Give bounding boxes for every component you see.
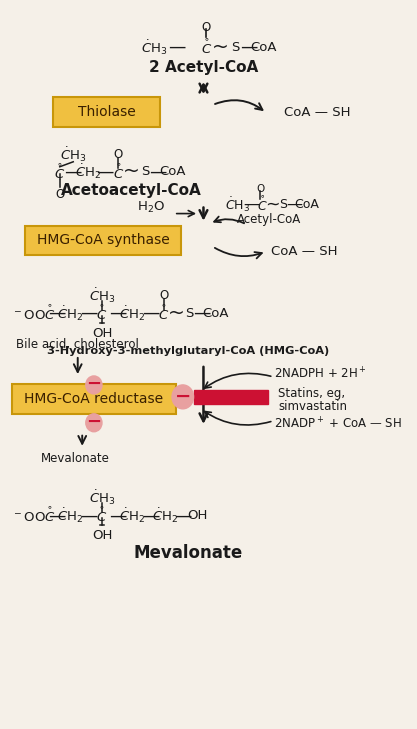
Text: O: O xyxy=(55,188,64,201)
Text: —: — xyxy=(243,197,259,212)
Text: S: S xyxy=(231,41,239,54)
Text: $\dot{C}$H$_2$: $\dot{C}$H$_2$ xyxy=(152,506,178,525)
Text: $\dot{C}$H$_2$: $\dot{C}$H$_2$ xyxy=(58,304,84,322)
Text: $\dot{C}$H$_3$: $\dot{C}$H$_3$ xyxy=(60,145,86,164)
Text: Acetoacetyl-CoA: Acetoacetyl-CoA xyxy=(61,183,202,198)
Text: O: O xyxy=(159,289,168,302)
Text: Mevalonate: Mevalonate xyxy=(40,452,110,465)
Text: $\dot{C}$H$_3$: $\dot{C}$H$_3$ xyxy=(89,286,115,305)
Text: $\overset{\circ}{C}$: $\overset{\circ}{C}$ xyxy=(158,303,170,323)
Text: CoA: CoA xyxy=(160,165,186,178)
Text: OH: OH xyxy=(92,529,112,542)
Text: $\dot{C}$H$_3$: $\dot{C}$H$_3$ xyxy=(225,195,250,214)
Circle shape xyxy=(86,414,102,432)
Text: $\overset{\circ}{C}$: $\overset{\circ}{C}$ xyxy=(54,162,65,182)
Text: —: — xyxy=(65,163,82,181)
Text: —: — xyxy=(48,304,66,322)
Text: HMG-CoA reductase: HMG-CoA reductase xyxy=(24,392,163,406)
Text: S: S xyxy=(279,198,287,211)
Text: 2 Acetyl-CoA: 2 Acetyl-CoA xyxy=(149,60,258,74)
Text: $\dot{C}$H$_3$: $\dot{C}$H$_3$ xyxy=(89,488,115,507)
Text: $\dot{C}$H$_2$: $\dot{C}$H$_2$ xyxy=(119,506,146,525)
Text: $\overset{\circ}{C}$: $\overset{\circ}{C}$ xyxy=(256,195,267,214)
Text: CoA — SH: CoA — SH xyxy=(284,106,351,120)
Text: —: — xyxy=(240,38,257,56)
Text: —: — xyxy=(142,304,159,322)
Text: $^-$OO$\overset{\circ}{C}$: $^-$OO$\overset{\circ}{C}$ xyxy=(12,506,56,526)
Text: OH: OH xyxy=(92,327,112,340)
Text: O: O xyxy=(113,148,123,161)
Text: —: — xyxy=(80,304,97,322)
Text: Statins, eg,: Statins, eg, xyxy=(278,387,345,400)
FancyBboxPatch shape xyxy=(12,384,176,414)
Circle shape xyxy=(172,385,193,409)
Text: $\dot{C}$H$_2$: $\dot{C}$H$_2$ xyxy=(58,506,84,525)
Text: 3-Hydroxy-3-methylglutaryl-CoA (HMG-CoA): 3-Hydroxy-3-methylglutaryl-CoA (HMG-CoA) xyxy=(47,346,329,356)
Text: $\dot{C}$H$_2$: $\dot{C}$H$_2$ xyxy=(75,163,102,181)
FancyBboxPatch shape xyxy=(25,225,181,255)
Text: Thiolase: Thiolase xyxy=(78,105,136,119)
Text: −: − xyxy=(86,375,101,393)
Text: ~: ~ xyxy=(123,163,140,182)
Text: —: — xyxy=(80,507,97,524)
Text: CoA: CoA xyxy=(202,307,229,320)
Text: −: − xyxy=(175,386,191,405)
Text: —: — xyxy=(48,507,66,524)
Text: CoA: CoA xyxy=(294,198,319,211)
FancyBboxPatch shape xyxy=(53,97,161,127)
Text: simvastatin: simvastatin xyxy=(278,400,347,413)
Circle shape xyxy=(86,376,102,394)
Text: OH: OH xyxy=(187,509,207,522)
Text: Bile acid, cholesterol: Bile acid, cholesterol xyxy=(16,338,139,351)
Text: —: — xyxy=(174,507,191,524)
Text: ~: ~ xyxy=(168,304,185,323)
Text: HMG-CoA synthase: HMG-CoA synthase xyxy=(37,233,169,247)
Text: —: — xyxy=(142,507,159,524)
Text: —: — xyxy=(193,304,210,322)
Text: ~: ~ xyxy=(212,38,229,57)
Text: $^-$OO$\overset{\circ}{C}$: $^-$OO$\overset{\circ}{C}$ xyxy=(12,303,56,323)
Text: S: S xyxy=(185,307,193,320)
Text: $\overset{\circ}{C}$: $\overset{\circ}{C}$ xyxy=(96,303,108,323)
Text: $\dot{C}$H$_3$: $\dot{C}$H$_3$ xyxy=(141,38,167,57)
Text: O: O xyxy=(256,184,264,194)
Text: —: — xyxy=(168,38,185,56)
Bar xyxy=(194,390,268,404)
Text: H$_2$O: H$_2$O xyxy=(137,200,165,215)
Text: $\overset{\circ}{C}$: $\overset{\circ}{C}$ xyxy=(96,506,108,526)
Text: Mevalonate: Mevalonate xyxy=(133,545,243,562)
Text: —: — xyxy=(109,304,127,322)
Text: −: − xyxy=(86,413,101,431)
Text: ~: ~ xyxy=(265,195,280,214)
Text: O: O xyxy=(201,21,211,34)
Text: S: S xyxy=(141,165,149,178)
Text: —: — xyxy=(286,197,302,212)
Text: —: — xyxy=(149,163,166,181)
Text: CoA: CoA xyxy=(250,41,277,54)
Text: CoA — SH: CoA — SH xyxy=(271,245,337,258)
Text: $\dot{C}$H$_2$: $\dot{C}$H$_2$ xyxy=(119,304,146,322)
Text: 2NADP$^+$ + CoA — SH: 2NADP$^+$ + CoA — SH xyxy=(274,416,402,432)
Text: —: — xyxy=(96,163,113,181)
Text: $\overset{\circ}{C}$: $\overset{\circ}{C}$ xyxy=(201,37,212,57)
Text: $\overset{\circ}{C}$: $\overset{\circ}{C}$ xyxy=(113,162,124,182)
Text: —: — xyxy=(109,507,127,524)
Text: 2NADPH + 2H$^+$: 2NADPH + 2H$^+$ xyxy=(274,366,366,381)
Text: Acetyl-CoA: Acetyl-CoA xyxy=(237,213,301,226)
